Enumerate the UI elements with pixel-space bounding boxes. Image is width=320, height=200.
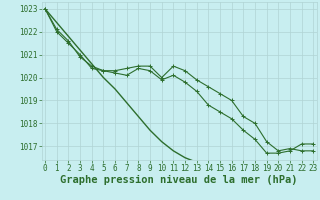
X-axis label: Graphe pression niveau de la mer (hPa): Graphe pression niveau de la mer (hPa) xyxy=(60,175,298,185)
